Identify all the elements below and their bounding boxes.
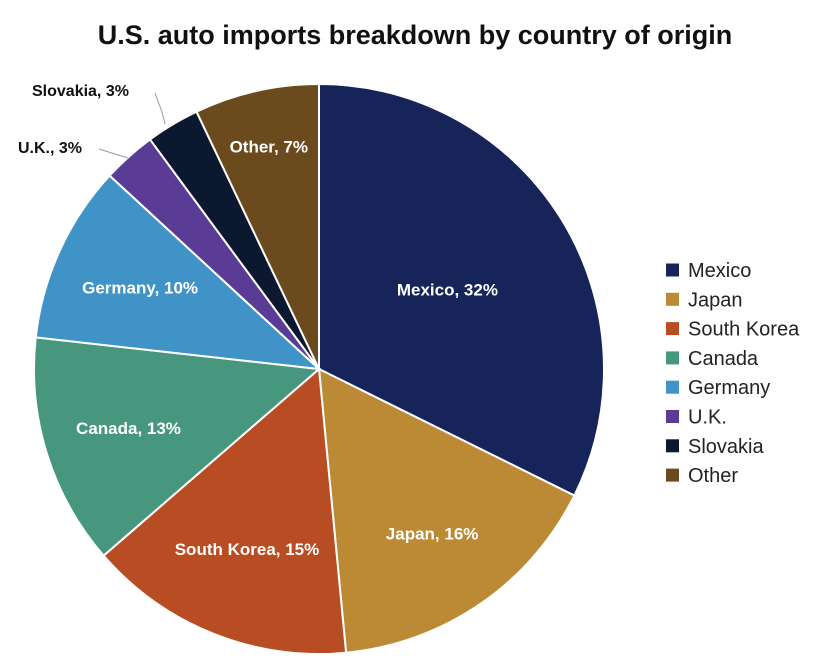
legend-swatch-slovakia [666, 439, 679, 453]
pie-slice-canada [33, 336, 322, 558]
chart-title: U.S. auto imports breakdown by country o… [98, 20, 733, 50]
data-label-canada: Canada, 13% [76, 419, 181, 438]
legend-label-mexico: Mexico [688, 260, 751, 282]
legend-swatch-other [666, 468, 679, 482]
legend-item-japan: Japan [666, 289, 743, 311]
legend-item-other: Other [666, 465, 738, 487]
legend-item-south-korea: South Korea [666, 319, 800, 341]
pie-slice-germany [34, 174, 322, 371]
legend-label-u-k: U.K. [688, 407, 727, 429]
legend-swatch-germany [666, 380, 679, 394]
legend-label-other: Other [688, 465, 738, 487]
legend-label-germany: Germany [688, 377, 770, 399]
legend-swatch-canada [666, 351, 679, 365]
legend-item-canada: Canada [666, 348, 759, 370]
pie-slice-other [195, 82, 320, 370]
legend: Mexico Japan South Korea Canada Germany U.K. S… [666, 260, 800, 487]
legend-item-slovakia: Slovakia [666, 436, 764, 458]
data-label-u-k: U.K., 3% [18, 140, 82, 157]
pie-slice-south-korea [102, 366, 348, 655]
legend-swatch-u-k [666, 410, 679, 423]
leader-line-slovakia [154, 92, 166, 125]
data-label-germany: Germany, 10% [82, 278, 198, 297]
pie-slice-japan [317, 367, 576, 654]
legend-label-slovakia: Slovakia [688, 436, 764, 458]
data-label-japan: Japan, 16% [386, 524, 479, 543]
legend-item-mexico: Mexico [666, 260, 751, 282]
data-label-other: Other, 7% [230, 138, 308, 157]
legend-label-japan: Japan [688, 289, 743, 311]
slice-labels: Mexico, 32% Japan, 16% South Korea, 15% Can… [18, 83, 498, 559]
pie-slice-mexico [318, 82, 605, 497]
legend-swatch-south-korea [666, 322, 679, 336]
leader-line-u-k [98, 148, 129, 159]
data-label-slovakia: Slovakia, 3% [32, 83, 129, 100]
legend-swatch-japan [666, 292, 679, 306]
legend-label-south-korea: South Korea [688, 319, 800, 341]
pie-slices [33, 82, 605, 655]
legend-swatch-mexico [666, 263, 679, 277]
data-label-south-korea: South Korea, 15% [175, 540, 320, 559]
legend-item-germany: Germany [666, 377, 770, 399]
leader-lines [98, 92, 166, 159]
legend-label-canada: Canada [688, 348, 759, 370]
data-label-mexico: Mexico, 32% [397, 280, 498, 299]
legend-item-u-k: U.K. [666, 407, 727, 429]
